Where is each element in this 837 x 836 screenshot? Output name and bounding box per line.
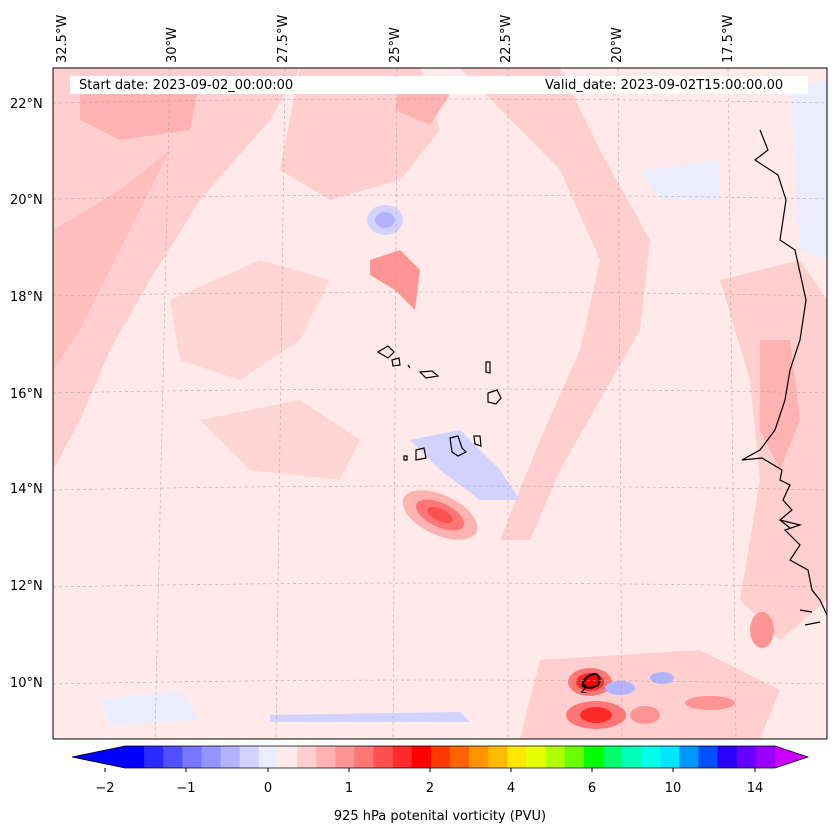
- pv-contour-2: [582, 672, 601, 689]
- colorbar-label: 925 hPa potenital vorticity (PVU): [333, 809, 547, 824]
- info-box: [70, 76, 808, 94]
- colorbar-segment: [622, 746, 642, 768]
- colorbar-segment: [564, 746, 585, 768]
- contour-label: 2: [580, 682, 588, 696]
- colorbar-segment: [335, 746, 355, 768]
- pv-low-capeverde: [410, 430, 520, 500]
- colorbar-segment: [717, 746, 738, 768]
- colorbar-segment: [144, 746, 164, 768]
- map-frame: [52, 67, 828, 740]
- colorbar-tick: −2: [95, 781, 115, 796]
- colorbar-segment: [277, 746, 298, 768]
- colorbar-segment: [507, 746, 527, 768]
- pv-patch-center: [170, 260, 330, 380]
- graticule: [53, 68, 827, 739]
- colorbar-tick: 6: [587, 781, 597, 796]
- colorbar-segment: [660, 746, 680, 768]
- lon-label: 17.5°W: [721, 14, 736, 63]
- lat-label: 12°N: [10, 579, 43, 594]
- africa-coast: [741, 129, 827, 616]
- colorbar-segment: [125, 746, 145, 768]
- colorbar-under-arrow: [72, 746, 125, 768]
- pv-low-east: [790, 80, 827, 260]
- pv-high-north: [370, 250, 420, 310]
- colorbar-segment: [201, 746, 222, 768]
- lon-label: 22.5°W: [499, 14, 514, 63]
- colorbar-segment: [545, 746, 566, 768]
- colorbar-segment: [239, 746, 260, 768]
- colorbar-segment: [316, 746, 336, 768]
- colorbar-segment: [679, 746, 700, 768]
- colorbar-segment: [602, 746, 623, 768]
- colorbar-segment: [411, 746, 432, 768]
- colorbar-segment: [583, 746, 604, 768]
- lon-label: 32.5°W: [55, 14, 70, 63]
- colorbar-frame: [71, 745, 810, 769]
- lon-label: 27.5°W: [276, 14, 291, 63]
- colorbar-segment: [354, 746, 375, 768]
- colorbar-segment: [220, 746, 241, 768]
- colorbar-tick: 1: [344, 781, 354, 796]
- colorbar-segment: [430, 746, 451, 768]
- pv-field: [53, 68, 827, 739]
- colorbar-over-arrow: [775, 746, 808, 768]
- colorbar-segment: [373, 746, 394, 768]
- colorbar-segment: [163, 746, 183, 768]
- start-date-text: Start date: 2023-09-02_00:00:00: [79, 78, 294, 93]
- colorbar-segment: [392, 746, 413, 768]
- pv-low-south: [270, 712, 470, 722]
- lat-label: 22°N: [10, 97, 43, 112]
- lon-label: 20°W: [610, 27, 625, 63]
- colorbar-tick: 2: [425, 781, 435, 796]
- colorbar-segment: [450, 746, 470, 768]
- lat-label: 14°N: [10, 482, 43, 497]
- lon-label: 25°W: [388, 27, 403, 63]
- colorbar-segment: [755, 746, 776, 768]
- colorbar-tick: 4: [506, 781, 516, 796]
- colorbar-segment: [469, 746, 489, 768]
- colorbar-segment: [297, 746, 317, 768]
- colorbar-segment: [258, 746, 279, 768]
- colorbar-segment: [698, 746, 719, 768]
- cape-verde-islands: [376, 345, 502, 461]
- pv-low-ne: [640, 160, 720, 200]
- colorbar-segment: [488, 746, 508, 768]
- lat-label: 20°N: [10, 193, 43, 208]
- pv-ne-patch: [80, 80, 200, 140]
- colorbar-segment: [526, 746, 547, 768]
- bissagos-islands: [779, 519, 821, 626]
- colorbar-segment: [182, 746, 202, 768]
- colorbar: [71, 745, 810, 772]
- lat-label: 16°N: [10, 387, 43, 402]
- pv-band-diagonal: [460, 68, 650, 540]
- lat-label: 18°N: [10, 290, 43, 305]
- colorbar-segment: [736, 746, 757, 768]
- lon-label: 30°W: [165, 27, 180, 63]
- pv-band-west: [53, 68, 300, 470]
- pv-band-west-inner: [53, 150, 170, 370]
- colorbar-tick: 10: [664, 781, 682, 796]
- valid-date-text: Valid_date: 2023-09-02T15:00:00.00: [545, 78, 784, 93]
- lat-label: 10°N: [10, 676, 43, 691]
- pv-high-coast: [750, 612, 774, 648]
- coastline: [376, 129, 827, 626]
- colorbar-tick: 0: [263, 781, 273, 796]
- colorbar-tick: 14: [746, 781, 764, 796]
- colorbar-segment: [641, 746, 661, 768]
- colorbar-tick: −1: [176, 781, 196, 796]
